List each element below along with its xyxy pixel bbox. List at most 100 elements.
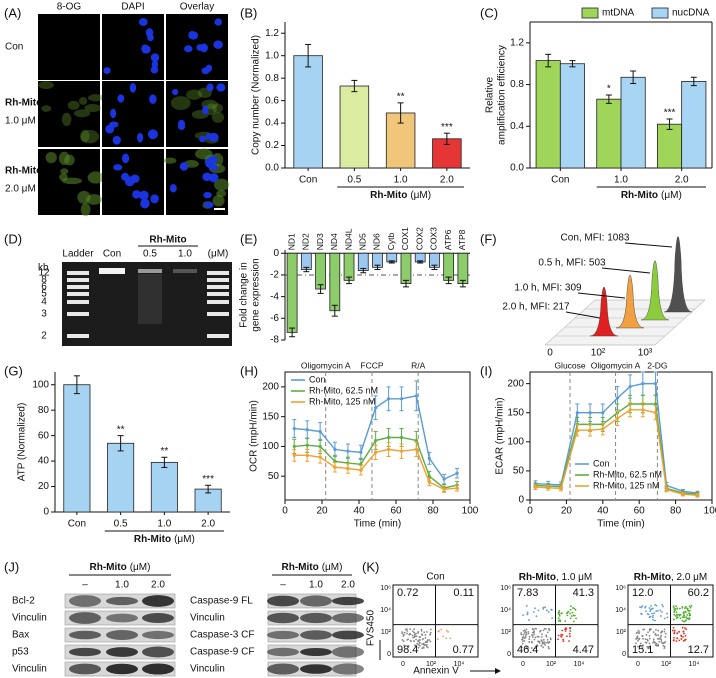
event-dot xyxy=(663,617,666,620)
event-dot xyxy=(657,644,660,647)
event-dot xyxy=(565,627,567,629)
event-dot xyxy=(423,644,426,647)
x-tick-label: 0 xyxy=(636,661,640,668)
plot-title: Rh-Mito, 2.0 μM xyxy=(634,572,708,583)
event-dot xyxy=(641,646,644,649)
bar xyxy=(286,252,298,333)
x-tick-label: 10⁴ xyxy=(454,661,465,668)
y-tick-label: 0 xyxy=(273,248,279,259)
event-label: 2-DG xyxy=(647,360,667,370)
event-dot xyxy=(636,645,639,648)
event-dot xyxy=(650,608,653,610)
event-dot xyxy=(564,628,566,631)
nucleus xyxy=(138,18,148,26)
event-dot xyxy=(678,607,681,610)
band xyxy=(173,269,197,273)
blot-band xyxy=(300,664,332,674)
significance: *** xyxy=(441,122,453,133)
event-dot xyxy=(420,630,423,632)
event-dot xyxy=(657,629,660,632)
point xyxy=(628,384,632,389)
event-dot xyxy=(413,636,416,639)
quadrant-value: 15.1 xyxy=(632,644,653,656)
ladder-band xyxy=(67,285,89,289)
event-dot xyxy=(673,629,676,632)
ladder-band xyxy=(207,300,229,304)
blot-band xyxy=(106,663,138,675)
blot-band xyxy=(332,630,364,640)
event-dot xyxy=(406,630,409,632)
quadrant-value: 60.2 xyxy=(688,587,709,599)
event-dot xyxy=(427,646,429,649)
kb-tick-label: 6 xyxy=(41,282,47,293)
event-dot xyxy=(525,605,528,607)
event-dot xyxy=(524,630,526,632)
quadrant-value: 0.72 xyxy=(397,587,418,599)
event-dot xyxy=(683,615,686,618)
event-dot xyxy=(558,614,561,617)
cell-signal xyxy=(88,94,104,102)
nucleus xyxy=(202,105,209,115)
event-dot xyxy=(673,608,676,611)
event-dot xyxy=(525,633,528,636)
event-dot xyxy=(656,644,658,647)
blot-band xyxy=(300,612,332,624)
x-tick-label: COX1 xyxy=(400,227,410,250)
event-dot xyxy=(659,609,662,612)
event-dot xyxy=(410,640,412,643)
x-tick-label: 0 xyxy=(521,661,525,668)
y-tick-label: 10⁴ xyxy=(615,607,626,614)
axis-label: 10² xyxy=(591,348,606,359)
event-dot xyxy=(666,616,669,619)
event-dot xyxy=(672,605,675,608)
blot-band xyxy=(332,646,364,658)
event-dot xyxy=(662,644,665,647)
y-tick-label: 100 xyxy=(262,441,279,452)
ladder-band xyxy=(207,334,229,338)
event-dot xyxy=(661,603,664,606)
bar xyxy=(443,252,455,281)
event-dot xyxy=(532,611,535,613)
nucleus xyxy=(121,153,130,164)
event-dot xyxy=(648,647,651,650)
point xyxy=(333,465,337,469)
blot-label: p53 xyxy=(12,647,29,658)
bar xyxy=(293,55,323,169)
nucleus xyxy=(147,34,154,42)
nucleus xyxy=(103,67,111,74)
blot-band xyxy=(267,647,299,657)
point xyxy=(374,438,378,443)
point xyxy=(318,429,322,434)
point xyxy=(641,382,645,386)
y-axis-label: OCR (mpH/min) xyxy=(249,400,260,472)
nucleus xyxy=(216,83,226,92)
x-tick-label: 100 xyxy=(462,506,479,517)
event-dot xyxy=(417,632,419,634)
event-dot xyxy=(682,636,684,638)
event-dot xyxy=(548,628,551,631)
event-dot xyxy=(429,631,432,634)
event-dot xyxy=(447,630,450,633)
event-dot xyxy=(413,640,415,642)
event-dot xyxy=(420,628,423,631)
y-tick-label: 150 xyxy=(262,411,279,422)
event-dot xyxy=(645,634,648,636)
event-dot xyxy=(542,629,545,632)
x-tick-label: ND5 xyxy=(358,233,368,250)
event-dot xyxy=(528,640,531,643)
event-dot xyxy=(428,639,431,641)
event-dot xyxy=(636,631,639,634)
plot-title-name: Rh-Mito xyxy=(519,572,556,583)
panel-letter: (A) xyxy=(4,5,21,20)
event-dot xyxy=(639,642,642,645)
plot-title-name: Rh-Mito xyxy=(634,572,671,583)
event-dot xyxy=(547,611,550,613)
point xyxy=(601,427,605,431)
event-dot xyxy=(551,617,554,620)
point xyxy=(359,468,363,472)
bar xyxy=(535,60,561,169)
event-dot xyxy=(681,626,684,629)
event-dot xyxy=(688,618,691,621)
nucleus xyxy=(205,133,212,140)
